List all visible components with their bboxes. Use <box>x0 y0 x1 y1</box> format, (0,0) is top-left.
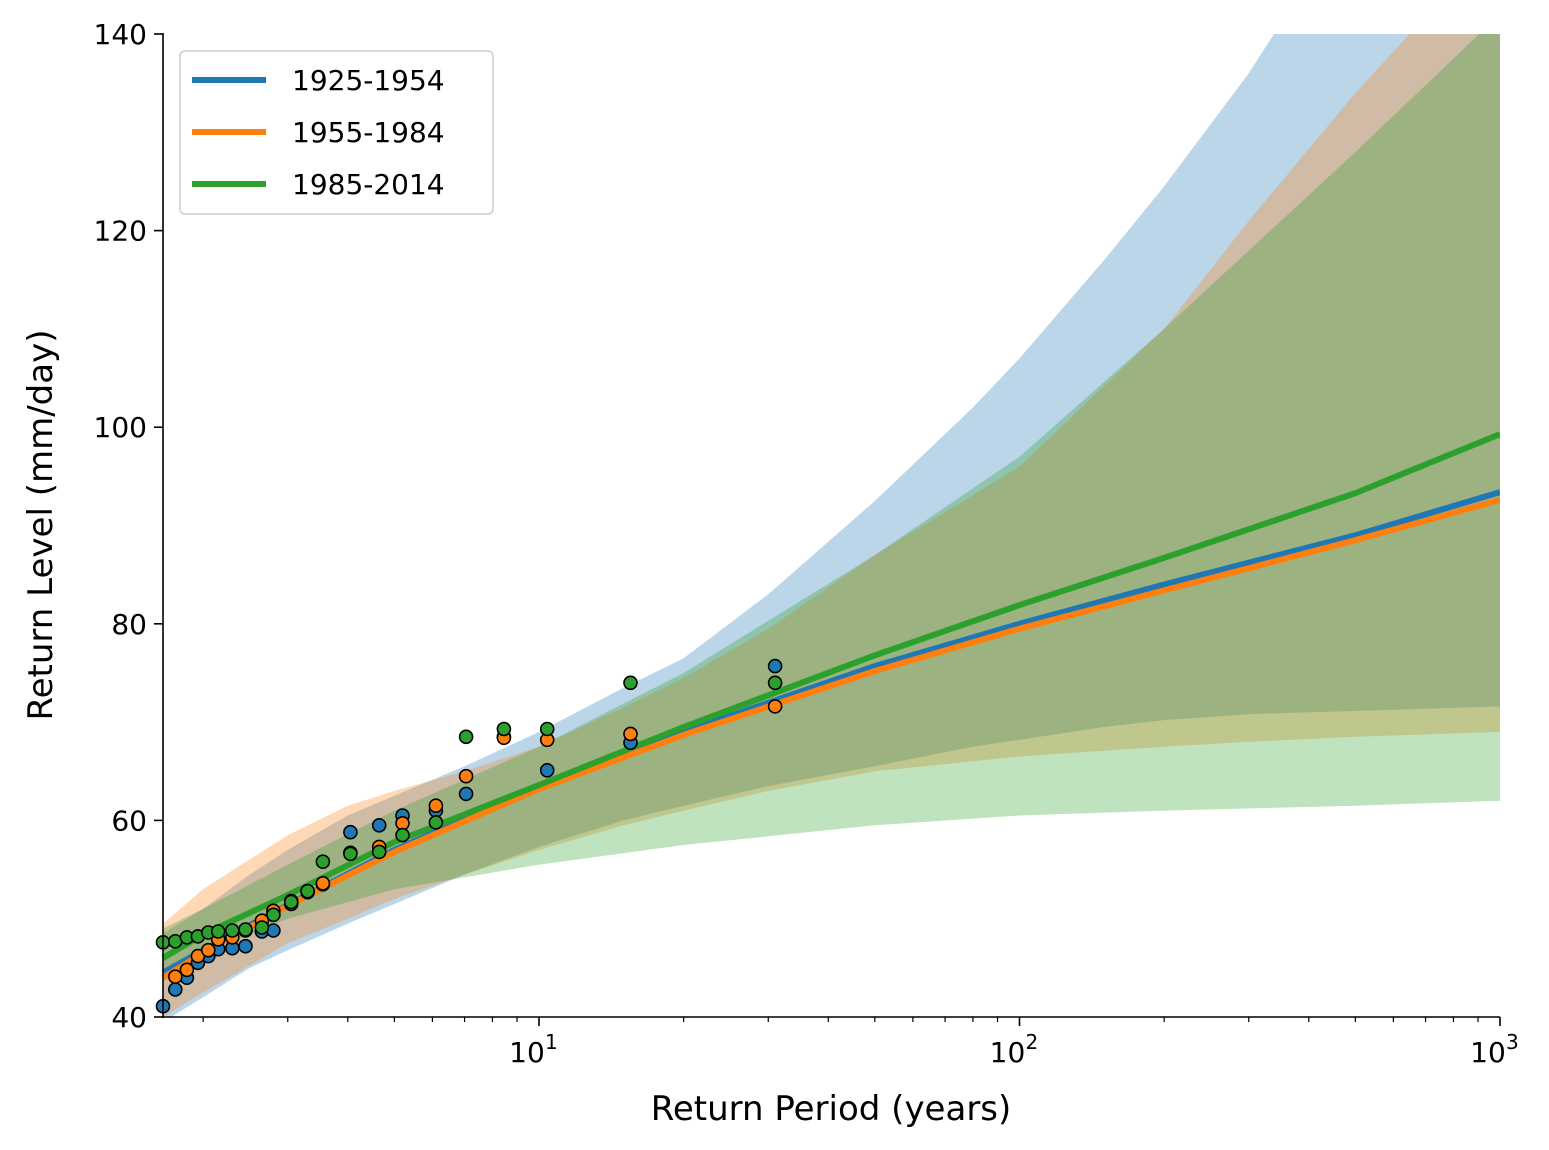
data-point-2 <box>168 969 183 985</box>
data-point-2 <box>315 875 331 891</box>
y-tick-label: 140 <box>94 18 147 51</box>
y-tick-label: 40 <box>111 1001 147 1034</box>
y-tick-label: 80 <box>111 608 147 641</box>
data-point-2 <box>458 768 474 784</box>
data-point-2 <box>623 726 638 742</box>
confidence-band-1 <box>163 34 1500 1017</box>
y-axis-label: Return Level (mm/day) <box>21 330 61 721</box>
x-tick-exponent: 2 <box>1025 1030 1038 1054</box>
confidence-bands <box>163 34 1500 1017</box>
data-point-2 <box>428 798 444 814</box>
data-point-3 <box>283 894 299 910</box>
data-point-3 <box>254 920 270 935</box>
observed-points <box>155 658 783 1014</box>
legend-label-1: 1925-1954 <box>292 64 445 97</box>
x-tick-label: 10 <box>509 1036 545 1069</box>
data-point-3 <box>238 922 253 937</box>
data-point-3 <box>767 675 783 691</box>
data-point-3 <box>496 721 512 737</box>
data-point-3 <box>225 923 240 938</box>
data-point-1 <box>767 658 783 674</box>
data-point-3 <box>623 675 638 691</box>
data-point-1 <box>343 824 358 840</box>
x-tick-label: 10 <box>990 1036 1026 1069</box>
x-tick-exponent: 3 <box>1506 1030 1519 1054</box>
data-point-1 <box>238 938 253 954</box>
y-tick-label: 120 <box>94 215 147 248</box>
data-point-1 <box>539 762 555 778</box>
legend-frame <box>179 50 494 215</box>
data-point-2 <box>767 699 783 714</box>
data-point-1 <box>458 786 474 802</box>
data-point-3 <box>539 721 555 737</box>
data-point-1 <box>371 817 387 833</box>
x-tick-label: 10 <box>1470 1036 1506 1069</box>
data-point-2 <box>179 962 195 978</box>
legend: 1925-1954 1955-1984 1985-2014 <box>179 50 494 215</box>
confidence-band-3 <box>163 34 1500 973</box>
legend-label-3: 1985-2014 <box>292 168 445 201</box>
confidence-band-2 <box>163 34 1500 1017</box>
data-point-3 <box>343 846 358 862</box>
data-point-3 <box>300 883 315 899</box>
y-axis-ticks: 40 60 80 100 120 140 <box>94 18 163 1034</box>
x-axis-label: Return Period (years) <box>651 1089 1012 1129</box>
x-tick-exponent: 1 <box>545 1030 558 1054</box>
y-tick-label: 100 <box>94 411 147 444</box>
data-point-3 <box>210 924 226 939</box>
legend-label-2: 1955-1984 <box>292 116 445 149</box>
data-point-3 <box>428 815 444 830</box>
fit-line-3 <box>161 431 1500 961</box>
data-point-1 <box>168 982 183 997</box>
data-point-2 <box>201 942 216 958</box>
y-tick-label: 60 <box>111 804 147 837</box>
data-point-3 <box>458 729 474 745</box>
data-point-3 <box>371 844 387 860</box>
data-point-3 <box>266 907 281 923</box>
data-point-3 <box>395 827 410 843</box>
data-point-3 <box>315 854 331 870</box>
x-axis-ticks: 10 1 10 2 10 3 <box>202 1017 1519 1069</box>
